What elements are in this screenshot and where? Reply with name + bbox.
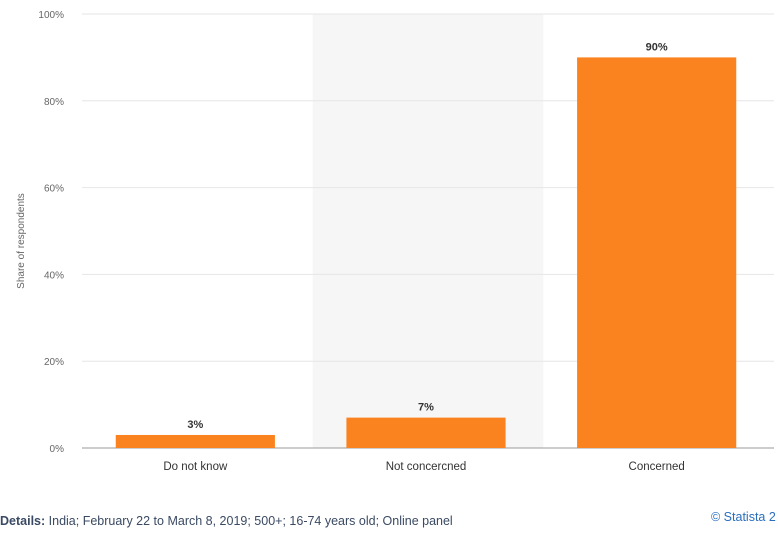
y-tick-label: 60% [44,184,64,195]
y-tick-label: 0% [50,444,65,455]
chart-svg: 0% 20% 40% 60% 80% 100% Share of respondents 3%… [16,10,774,473]
details-footnote: Details: India; February 22 to March 8, … [0,514,453,528]
bar-1 [346,417,506,448]
bar-2 [577,57,737,449]
data-label: 3% [187,419,203,431]
details-label: Details: [0,514,46,528]
bar-chart: 0% 20% 40% 60% 80% 100% Share of respondents 3%… [16,10,774,473]
y-tick-label: 80% [44,97,64,108]
data-label: 7% [418,402,434,414]
hover-band [312,14,544,448]
source-link[interactable]: © Statista 2 [711,510,776,524]
x-category-label: Not concercned [386,461,467,473]
x-category-label: Do not know [163,461,228,473]
details-text: India; February 22 to March 8, 2019; 500… [48,514,453,528]
y-tick-label: 20% [44,357,64,368]
y-axis-title: Share of respondents [16,193,27,289]
bar-0 [115,434,275,448]
x-category-label: Concerned [629,461,685,473]
data-label: 90% [646,41,668,53]
y-tick-label: 40% [44,270,64,281]
y-tick-label: 100% [38,10,64,21]
